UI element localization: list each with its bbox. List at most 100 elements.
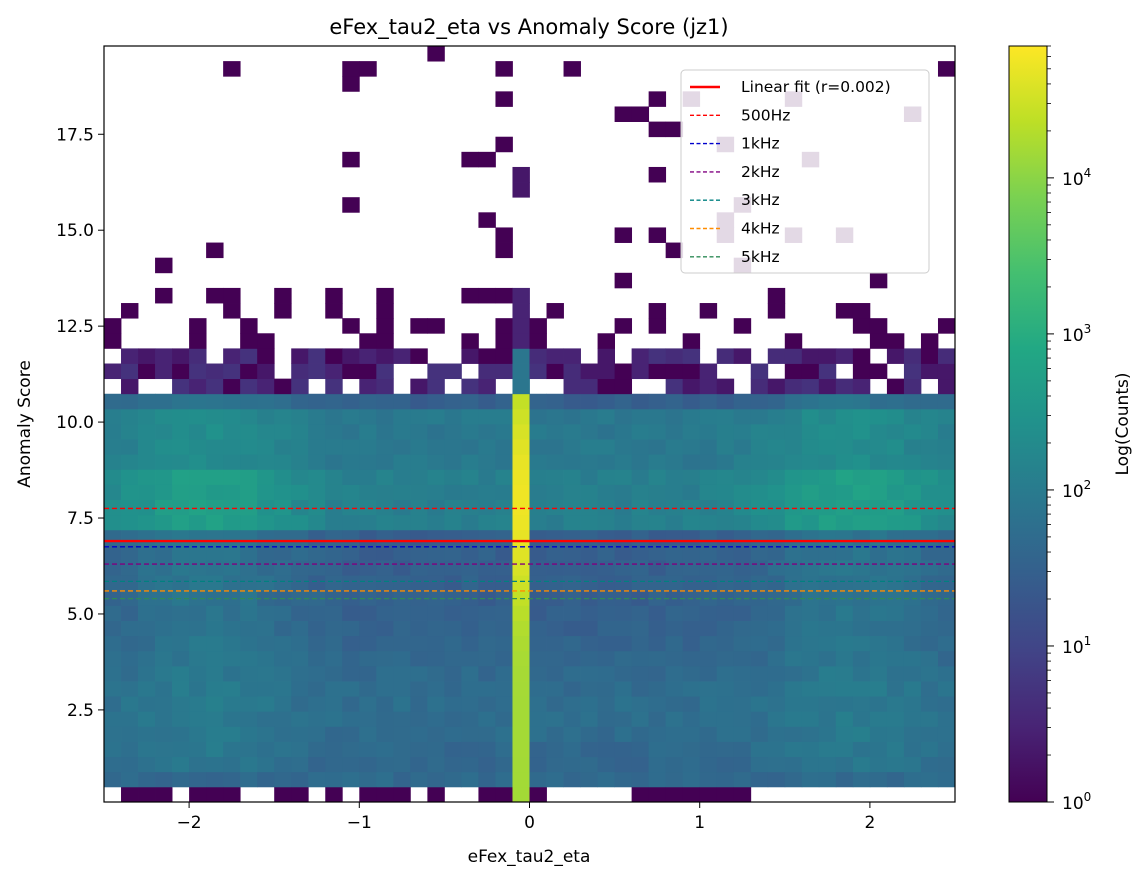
heatmap-cell <box>597 681 615 697</box>
heatmap-cell <box>869 605 888 621</box>
heatmap-cell <box>121 620 139 637</box>
heatmap-cell <box>495 393 513 410</box>
heatmap-cell <box>189 771 207 788</box>
heatmap-cell <box>665 363 684 380</box>
heatmap-cell <box>121 499 139 516</box>
heatmap-cell <box>478 590 496 606</box>
heatmap-cell <box>240 348 258 364</box>
heatmap-cell <box>427 439 445 455</box>
heatmap-cell <box>104 665 122 682</box>
heatmap-cell <box>920 484 939 500</box>
heatmap-cell <box>750 741 769 758</box>
heatmap-cell <box>852 635 871 652</box>
heatmap-cell <box>376 665 394 682</box>
heatmap-cell <box>342 726 360 742</box>
heatmap-cell <box>274 408 292 425</box>
heatmap-cell <box>903 665 922 682</box>
heatmap-cell <box>172 393 190 410</box>
heatmap-cell <box>512 469 530 485</box>
heatmap-cell <box>852 544 871 561</box>
heatmap-cell <box>767 287 786 304</box>
heatmap-cell <box>512 696 530 712</box>
heatmap-cell <box>104 333 122 349</box>
heatmap-cell <box>495 726 513 742</box>
heatmap-cell <box>614 499 633 516</box>
heatmap-cell <box>784 514 803 531</box>
heatmap-cell <box>512 378 530 395</box>
heatmap-cell <box>699 424 718 440</box>
colorbar-tick-label: 102 <box>1062 478 1091 502</box>
heatmap-cell <box>920 499 939 516</box>
heatmap-cell <box>257 454 275 470</box>
heatmap-cell <box>546 393 564 410</box>
heatmap-cell <box>410 711 428 727</box>
heatmap-cell <box>835 529 854 546</box>
heatmap-cell <box>869 590 888 606</box>
heatmap-cell <box>784 620 803 637</box>
y-tick-label: 5.0 <box>67 605 94 625</box>
heatmap-cell <box>495 756 513 773</box>
heatmap-cell <box>801 726 820 742</box>
heatmap-cell <box>563 408 581 425</box>
heatmap-cell <box>546 363 564 380</box>
heatmap-cell <box>495 635 513 652</box>
heatmap-cell <box>138 514 156 531</box>
heatmap-cell <box>376 499 394 516</box>
heatmap-cell <box>121 439 139 455</box>
heatmap-cell <box>461 469 479 485</box>
heatmap-cell <box>512 182 530 198</box>
heatmap-cell <box>495 454 513 470</box>
heatmap-cell <box>121 711 139 727</box>
heatmap-cell <box>104 756 122 773</box>
heatmap-cell <box>393 635 411 652</box>
heatmap-cell <box>580 469 598 485</box>
heatmap-cell <box>138 635 156 652</box>
heatmap-cell <box>512 650 530 667</box>
heatmap-cell <box>444 696 462 712</box>
x-tick-label: 2 <box>864 813 875 833</box>
heatmap-cell <box>886 665 905 682</box>
heatmap-cell <box>376 439 394 455</box>
heatmap-cell <box>257 378 275 395</box>
heatmap-cell <box>376 786 394 803</box>
heatmap-cell <box>257 408 275 425</box>
heatmap-cell <box>580 711 598 727</box>
heatmap-cell <box>716 696 735 712</box>
heatmap-cell <box>529 726 547 742</box>
heatmap-cell <box>699 771 718 788</box>
heatmap-cell <box>291 696 309 712</box>
heatmap-cell <box>937 544 956 561</box>
colorbar <box>1008 45 1048 803</box>
heatmap-cell <box>495 227 513 243</box>
heatmap-cell <box>699 696 718 712</box>
heatmap-cell <box>359 454 377 470</box>
heatmap-cell <box>223 726 241 742</box>
heatmap-cell <box>478 378 496 395</box>
heatmap-cell <box>631 786 650 803</box>
heatmap-cell <box>461 605 479 621</box>
heatmap-cell <box>920 333 939 349</box>
heatmap-cell <box>223 484 241 500</box>
heatmap-cell <box>206 454 224 470</box>
heatmap-cell <box>359 333 377 349</box>
heatmap-cell <box>699 439 718 455</box>
heatmap-cell <box>155 514 173 531</box>
heatmap-cell <box>155 726 173 742</box>
heatmap-cell <box>291 363 309 380</box>
heatmap-cell <box>563 544 581 561</box>
heatmap-cell <box>767 711 786 727</box>
heatmap-cell <box>716 378 735 395</box>
heatmap-cell <box>359 61 377 77</box>
heatmap-cell <box>580 681 598 697</box>
heatmap-cell <box>240 454 258 470</box>
heatmap-cell <box>427 529 445 546</box>
heatmap-cell <box>410 544 428 561</box>
heatmap-cell <box>223 514 241 531</box>
heatmap-cell <box>597 620 615 637</box>
heatmap-cell <box>886 575 905 591</box>
heatmap-cell <box>376 378 394 395</box>
heatmap-cell <box>342 711 360 727</box>
heatmap-cell <box>869 771 888 788</box>
heatmap-cell <box>563 726 581 742</box>
heatmap-cell <box>597 499 615 516</box>
